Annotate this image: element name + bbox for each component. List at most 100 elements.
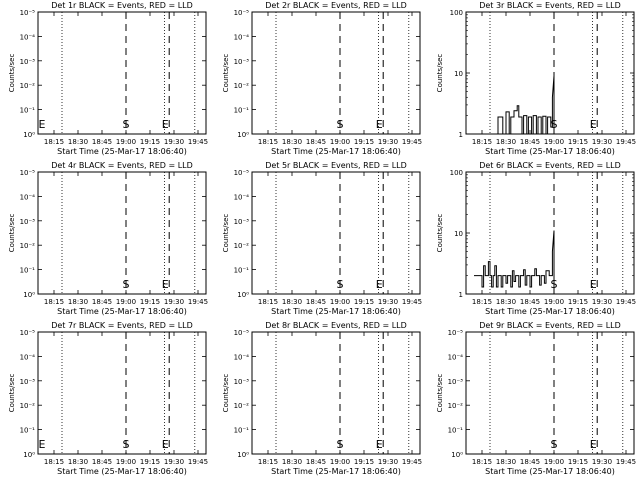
- x-tick-label: 18:45: [520, 298, 540, 306]
- panel-title: Det 4r BLACK = Events, RED = LLD: [51, 161, 193, 170]
- y-tick-label: 10⁻²: [234, 82, 250, 90]
- x-tick-label: 19:45: [188, 458, 208, 466]
- marker-label: E: [376, 438, 383, 451]
- panel-det-1: Det 1r BLACK = Events, RED = LLD 18:15 18:…: [8, 1, 208, 156]
- y-tick-label: 10⁻³: [234, 58, 250, 66]
- panel-det-4: Det 4r BLACK = Events, RED = LLD 18:15 18:…: [8, 161, 208, 316]
- y-tick-label: 10⁻¹: [20, 107, 36, 115]
- y-tick-label: 10⁰: [23, 291, 35, 299]
- y-tick-label: 10⁻⁴: [20, 33, 36, 41]
- y-tick-label: 10⁰: [23, 451, 35, 459]
- x-tick-label: 19:00: [116, 458, 136, 466]
- y-tick-label: 10⁻³: [234, 378, 250, 386]
- x-tick-label: 19:30: [592, 298, 612, 306]
- x-axis-label: Start Time (25-Mar-17 18:06:40): [57, 467, 187, 476]
- panel-title: Det 8r BLACK = Events, RED = LLD: [265, 321, 407, 330]
- x-tick-label: 18:45: [520, 458, 540, 466]
- y-tick-label: 10⁻⁵: [448, 329, 464, 337]
- panel-title: Det 9r BLACK = Events, RED = LLD: [479, 321, 621, 330]
- x-tick-label: 19:00: [116, 138, 136, 146]
- y-tick-label: 10⁻¹: [448, 427, 464, 435]
- marker-label: E: [39, 438, 46, 451]
- plot-frame: [37, 331, 207, 455]
- y-tick-label: 10⁻⁴: [234, 353, 250, 361]
- y-tick-label: 10⁻⁴: [234, 33, 250, 41]
- y-tick-label: 10⁰: [237, 131, 249, 139]
- marker-label: E: [162, 438, 169, 451]
- x-tick-label: 19:15: [354, 298, 374, 306]
- y-axis-label: Counts/sec: [8, 214, 16, 253]
- x-tick-label: 19:45: [616, 138, 636, 146]
- x-tick-label: 18:30: [68, 458, 88, 466]
- y-tick-label: 10⁻⁵: [20, 169, 36, 177]
- marker-label: E: [162, 118, 169, 131]
- y-tick-label: 10⁻³: [20, 58, 36, 66]
- x-tick-label: 19:00: [544, 458, 564, 466]
- plot-frame: [251, 331, 421, 455]
- y-tick-label: 10⁻⁵: [20, 329, 36, 337]
- marker-label: E: [590, 278, 597, 291]
- y-tick-label: 10⁻⁴: [448, 353, 464, 361]
- y-tick-label: 10⁻²: [20, 82, 36, 90]
- x-tick-label: 18:30: [282, 298, 302, 306]
- marker-label: E: [162, 278, 169, 291]
- x-axis-label: Start Time (25-Mar-17 18:06:40): [485, 467, 615, 476]
- y-tick-label: 10⁰: [451, 451, 463, 459]
- y-tick-label: 10⁻¹: [20, 267, 36, 275]
- x-axis-label: Start Time (25-Mar-17 18:06:40): [485, 147, 615, 156]
- y-tick-label: 10⁻⁴: [20, 353, 36, 361]
- y-axis-label: Counts/sec: [8, 54, 16, 93]
- y-tick-label: 10⁻⁵: [20, 9, 36, 17]
- x-tick-label: 18:30: [496, 138, 516, 146]
- x-tick-label: 18:45: [92, 138, 112, 146]
- y-tick-label: 10⁰: [237, 291, 249, 299]
- x-tick-label: 19:15: [354, 138, 374, 146]
- panel-det-5: Det 5r BLACK = Events, RED = LLD 18:15 18:…: [222, 161, 422, 316]
- y-axis-label: Counts/sec: [8, 374, 16, 413]
- series-line: [474, 230, 566, 295]
- panel-det-6: Det 6r BLACK = Events, RED = LLD 18:15 18:…: [436, 161, 636, 316]
- x-tick-label: 18:15: [258, 138, 278, 146]
- marker-label: S: [337, 438, 344, 451]
- x-tick-label: 19:45: [188, 298, 208, 306]
- x-tick-label: 19:00: [330, 298, 350, 306]
- x-tick-label: 18:45: [306, 298, 326, 306]
- x-tick-label: 18:15: [472, 458, 492, 466]
- y-axis-label: Counts/sec: [222, 214, 230, 253]
- marker-label: S: [337, 278, 344, 291]
- y-tick-label: 1: [459, 131, 463, 139]
- marker-label: S: [337, 118, 344, 131]
- x-tick-label: 19:45: [616, 458, 636, 466]
- marker-label: S: [551, 438, 558, 451]
- x-tick-label: 19:15: [140, 458, 160, 466]
- x-tick-label: 18:45: [520, 138, 540, 146]
- y-tick-label: 10⁻³: [234, 218, 250, 226]
- y-axis-label: Counts/sec: [222, 374, 230, 413]
- y-tick-label: 10⁻⁵: [234, 169, 250, 177]
- x-axis-label: Start Time (25-Mar-17 18:06:40): [57, 307, 187, 316]
- x-tick-label: 19:30: [378, 138, 398, 146]
- marker-label: S: [123, 118, 130, 131]
- x-axis-label: Start Time (25-Mar-17 18:06:40): [57, 147, 187, 156]
- marker-label: E: [590, 438, 597, 451]
- y-axis-label: Counts/sec: [436, 54, 444, 93]
- plot-frame: [465, 331, 635, 455]
- x-tick-label: 18:30: [282, 458, 302, 466]
- x-tick-label: 19:45: [402, 458, 422, 466]
- x-tick-label: 19:00: [330, 458, 350, 466]
- x-tick-label: 19:30: [164, 458, 184, 466]
- plot-frame: [465, 11, 635, 135]
- y-tick-label: 10⁰: [23, 131, 35, 139]
- x-tick-label: 18:45: [306, 138, 326, 146]
- x-tick-label: 19:15: [568, 458, 588, 466]
- x-tick-label: 18:45: [92, 298, 112, 306]
- panel-title: Det 3r BLACK = Events, RED = LLD: [479, 1, 621, 10]
- x-tick-label: 19:00: [330, 138, 350, 146]
- y-tick-label: 10⁻⁵: [234, 9, 250, 17]
- x-tick-label: 19:15: [568, 138, 588, 146]
- y-tick-label: 10⁻³: [448, 378, 464, 386]
- y-tick-label: 10: [454, 70, 463, 78]
- panel-title: Det 5r BLACK = Events, RED = LLD: [265, 161, 407, 170]
- y-tick-label: 10⁰: [237, 451, 249, 459]
- y-tick-label: 100: [450, 169, 463, 177]
